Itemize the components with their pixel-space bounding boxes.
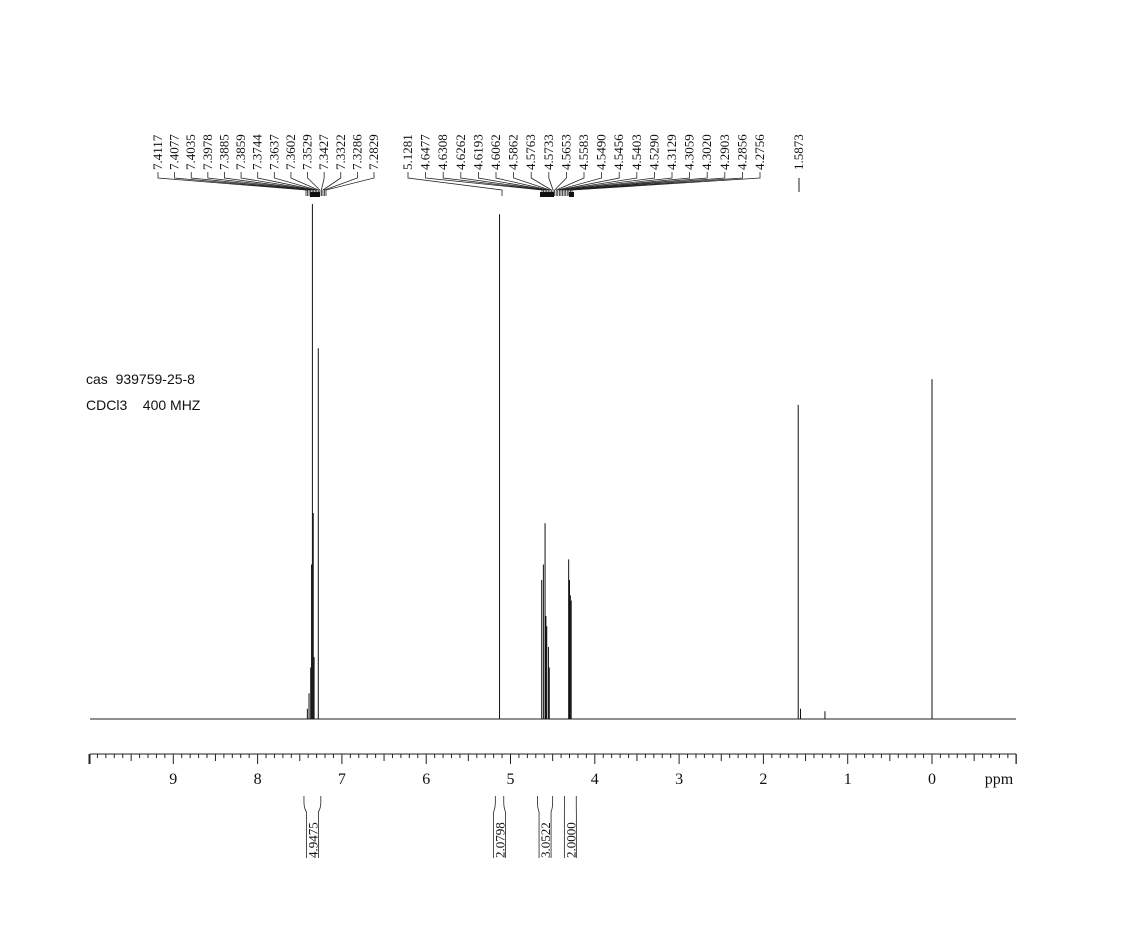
peak-label-leader	[325, 172, 375, 196]
peak-label-leader	[190, 172, 310, 196]
x-tick-label: 6	[422, 771, 430, 788]
x-tick-label: 1	[844, 771, 852, 788]
peak-label: 4.5583	[576, 134, 591, 170]
peak-label: 7.3885	[216, 134, 231, 170]
solvent-frequency-label: CDCl3 400 MHZ	[86, 397, 201, 413]
peak-label-leader	[407, 172, 503, 196]
peak-label: 4.3059	[682, 134, 697, 170]
peak-label: 7.4077	[167, 134, 182, 170]
peak-label: 4.2756	[752, 134, 767, 170]
peak-label: 5.1281	[400, 134, 415, 170]
peak-label: 7.3529	[300, 134, 315, 170]
x-tick-label: 2	[759, 771, 767, 788]
peak-label: 4.2856	[734, 134, 749, 170]
peak-label: 4.5490	[594, 134, 609, 170]
peak-label-leader	[157, 172, 307, 196]
peak-label: 4.6062	[488, 134, 503, 170]
peak-label-marker	[569, 192, 574, 197]
integral-bracket	[303, 796, 322, 858]
peak-label: 7.3744	[250, 134, 265, 170]
peak-label: 4.5653	[558, 134, 573, 170]
spectrum-layer	[90, 204, 1016, 720]
peak-label: 7.4035	[183, 134, 198, 170]
peak-label: 7.3978	[200, 134, 215, 170]
x-tick-label: 7	[338, 771, 346, 788]
peak-label: 4.5403	[629, 134, 644, 170]
integral-bracket	[563, 796, 577, 858]
peak-label: 4.2903	[717, 134, 732, 170]
x-tick-label: 9	[169, 771, 177, 788]
peak-label: 7.3427	[316, 134, 331, 170]
peak-labels: 7.4117 7.4077 7.4035 7.3978 7.3885 7.3859 7.37…	[150, 134, 806, 197]
peak-label: 4.5862	[506, 134, 521, 170]
peak-label-leader	[558, 172, 620, 196]
peak-label: 4.6308	[435, 134, 450, 170]
peak-label-leader	[570, 172, 743, 196]
peak-label: 7.3637	[266, 134, 281, 170]
peak-label-leader	[568, 172, 726, 196]
peak-label: 4.6193	[470, 134, 485, 170]
peak-label-leader	[565, 172, 690, 196]
peak-label-marker	[310, 192, 320, 197]
peak-label-leader	[324, 172, 358, 196]
x-axis-label: ppm	[985, 771, 1014, 788]
integrals: 4.9475 2.0798 3.0522 2.0000	[303, 796, 578, 858]
peak-label-leader	[174, 172, 308, 196]
peak-label: 7.3859	[233, 134, 248, 170]
integral-bracket	[493, 796, 506, 858]
peak-label: 7.2829	[366, 134, 381, 170]
peak-label: 4.5763	[523, 134, 538, 170]
peak-label: 7.4117	[150, 134, 165, 170]
x-tick-label: 0	[928, 771, 936, 788]
x-tick-label: 4	[591, 771, 599, 788]
peak-label-leader	[563, 172, 673, 196]
peak-label-leader	[560, 172, 638, 196]
peak-label-leader	[554, 172, 567, 196]
peak-label-leader	[562, 172, 655, 196]
peak-label: 4.6477	[418, 134, 433, 170]
peak-label: 4.3129	[664, 134, 679, 170]
integral-value: 2.0798	[493, 822, 508, 858]
x-tick-label: 3	[675, 771, 683, 788]
peak-label: 4.5290	[646, 134, 661, 170]
peak-label-leader	[322, 172, 342, 196]
peak-label-leader	[320, 172, 325, 196]
x-tick-label: 8	[254, 771, 262, 788]
peak-label-leader	[555, 172, 585, 196]
peak-label-leader	[442, 172, 544, 196]
peak-label-marker	[540, 192, 554, 197]
peak-label-leader	[566, 172, 708, 196]
integral-bracket	[537, 796, 554, 858]
peak-label: 7.3602	[283, 134, 298, 170]
sample-cas-label: cas 939759-25-8	[86, 371, 195, 387]
x-tick-label: 5	[507, 771, 515, 788]
integral-value: 2.0000	[563, 822, 578, 858]
peak-label: 4.6262	[453, 134, 468, 170]
peak-label: 4.3020	[699, 134, 714, 170]
peak-label: 7.3322	[333, 134, 348, 170]
peak-label: 1.5873	[791, 134, 806, 170]
peak-label: 7.3286	[349, 134, 364, 170]
peak-label: 4.5456	[611, 134, 626, 170]
peak-label-leader	[477, 172, 548, 196]
integral-value: 4.9475	[305, 822, 320, 858]
peak-label-leader	[557, 172, 602, 196]
peak-label: 4.5733	[541, 134, 556, 170]
integral-value: 3.0522	[538, 822, 553, 858]
x-axis: 9 8 7 6 5 4 3 2 1 0 ppm	[88, 753, 1017, 788]
